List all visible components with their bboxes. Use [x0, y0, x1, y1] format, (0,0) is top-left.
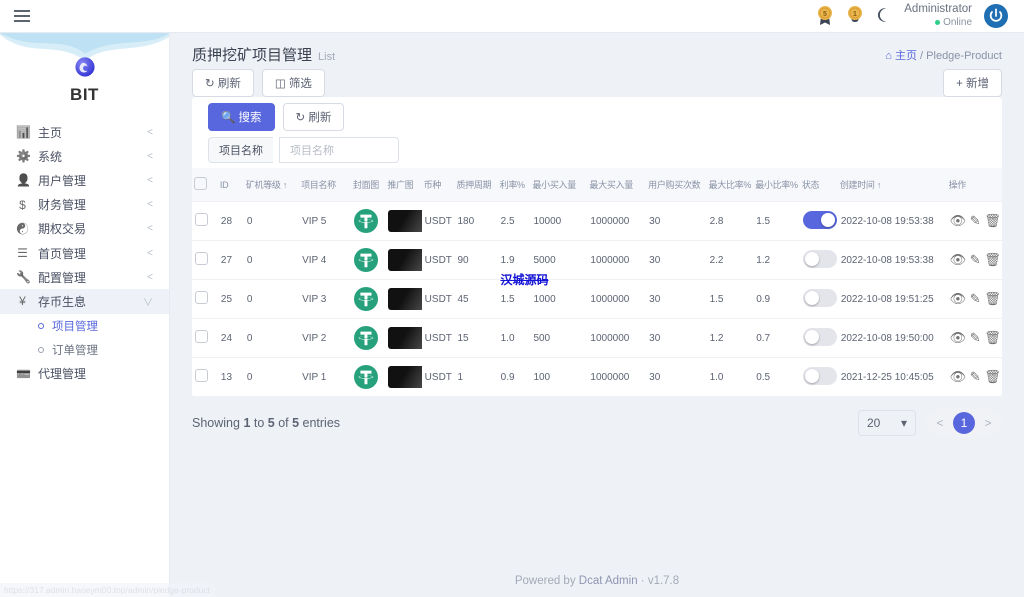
- svg-text:5: 5: [823, 11, 827, 18]
- svg-text:1: 1: [853, 11, 857, 18]
